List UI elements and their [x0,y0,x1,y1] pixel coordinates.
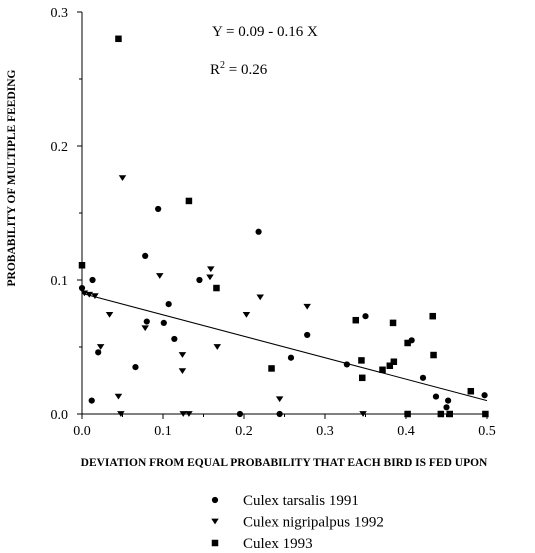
circle-point [443,404,450,411]
x-tick-label: 0.1 [154,424,172,439]
triangle-down-point [141,325,149,332]
y-axis-label: PROBABILITY OF MULTIPLE FEEDING [6,69,18,286]
circle-point [445,397,452,404]
circle-point [160,319,167,326]
legend-label: Culex 1993 [243,536,313,552]
circle-point [362,313,369,320]
triangle-down-point [156,273,164,279]
triangle-down-point [359,411,367,417]
square-point [389,319,397,327]
legend-triangle-down-marker [211,518,219,525]
legend-label: Culex tarsalis 1991 [243,493,359,509]
square-point [482,410,489,418]
x-tick-label: 0.5 [478,424,496,439]
r-squared-value: = 0.26 [225,62,268,78]
y-tick-label: 0.0 [51,408,69,423]
triangle-down-point [242,311,251,318]
circle-point [287,354,295,361]
square-point [78,262,86,269]
square-point [429,312,436,320]
r-squared-superscript: 2 [220,60,225,71]
x-tick-label: 0.0 [73,424,91,439]
x-tick-label: 0.3 [316,424,334,439]
square-point [404,339,411,347]
axes [81,12,487,415]
circle-point [165,301,172,308]
r-squared-label: R2 = 0.26 [210,60,268,78]
square-point [467,387,475,395]
square-point [437,410,445,418]
tick-marks [77,11,488,419]
triangle-down-point [118,175,127,182]
square-point [268,365,275,372]
square-point [404,410,411,418]
triangle-down-point [96,344,105,350]
triangle-down-point [207,266,215,273]
triangle-down-point [85,291,94,298]
triangle-down-point [275,396,284,403]
x-tick-label: 0.4 [397,424,415,439]
legend-label: Culex nigripalpus 1992 [243,515,384,531]
square-point [379,366,386,374]
circle-point [142,252,149,259]
regression-line [81,292,488,402]
triangle-down-point [185,411,193,417]
circle-point [132,364,139,371]
data-points [78,35,489,418]
square-point [359,374,366,382]
square-point [185,197,193,205]
circle-point [171,335,178,343]
triangle-down-point [206,274,214,281]
triangle-down-point [179,411,187,417]
square-point [358,357,365,364]
y-tick-label: 0.3 [51,6,69,21]
triangle-down-point [303,303,311,310]
x-axis-label: DEVIATION FROM EQUAL PROBABILITY THAT EA… [81,457,488,469]
circle-point [236,410,244,418]
y-tick-label: 0.1 [51,274,69,289]
circle-point [196,276,203,284]
square-point [352,316,360,324]
square-point [115,35,122,43]
y-tick-label: 0.2 [51,140,69,155]
regression-equation: Y = 0.09 - 0.16 X [212,24,318,40]
circle-point [481,392,488,399]
circle-point [155,205,162,213]
legend: Culex tarsalis 1991 Culex nigripalpus 199… [211,493,384,552]
square-point [430,351,437,359]
triangle-down-point [117,411,125,417]
square-point [446,410,453,418]
circle-point [88,397,95,404]
circle-point [432,393,440,400]
triangle-down-point [114,393,123,400]
circle-point [95,349,102,356]
square-point [213,284,220,292]
legend-square-marker [211,539,219,547]
triangle-down-point [256,294,264,301]
circle-point [255,228,262,235]
circle-point [419,374,427,381]
legend-circle-marker [211,496,219,504]
square-point [390,358,398,365]
circle-point [276,410,283,418]
triangle-down-point [105,311,114,318]
square-point [386,362,394,370]
triangle-down-point [178,352,187,358]
x-tick-label: 0.2 [235,424,253,439]
tick-labels: 0.0 0.1 0.2 0.3 0.4 0.5 0.0 0.1 0.2 0.3 [51,6,496,439]
r-squared-prefix: R [210,62,220,78]
circle-point [343,361,350,368]
triangle-down-point [213,344,222,350]
triangle-down-point [91,293,99,299]
circle-point [304,331,311,339]
circle-point [78,284,86,292]
circle-point [89,276,96,284]
triangle-down-point [178,368,187,374]
circle-point [143,318,150,325]
